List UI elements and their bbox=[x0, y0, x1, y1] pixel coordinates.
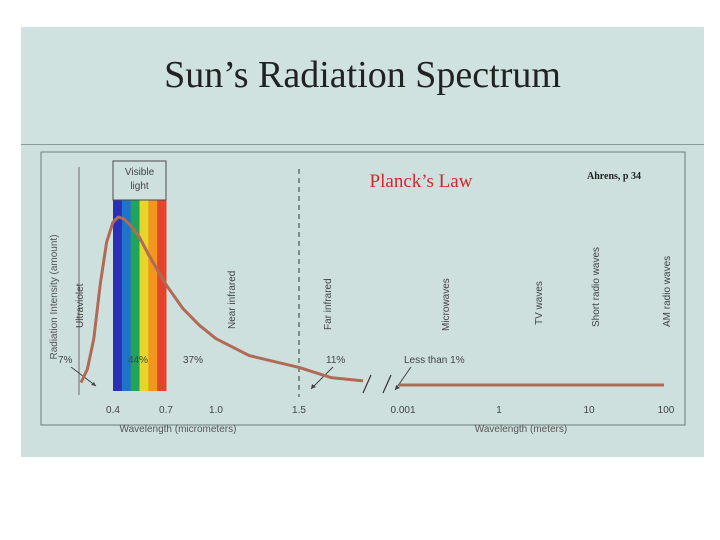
visible-light-box bbox=[112, 160, 167, 201]
x-axis-label-right: Wavelength (meters) bbox=[475, 424, 567, 435]
x-ticks-left: 0.4 0.7 1.0 1.5 bbox=[106, 405, 306, 416]
x-tick-label-left: 1.5 bbox=[292, 405, 306, 416]
spectrum-stripe bbox=[130, 200, 140, 391]
percent-far-infrared: 11% bbox=[326, 355, 345, 366]
y-axis-label: Radiation Intensity (amount) bbox=[49, 234, 60, 359]
planck-curve bbox=[79, 215, 364, 384]
slide-title: Sun’s Radiation Spectrum bbox=[164, 54, 561, 96]
spectrum-stripe bbox=[139, 200, 149, 391]
source-note: Ahrens, p 34 bbox=[587, 171, 641, 182]
region-far-infrared: Far infrared bbox=[323, 278, 334, 330]
spectrum-stripe bbox=[148, 200, 158, 391]
region-short-radio-waves: Short radio waves bbox=[591, 247, 602, 327]
x-tick-label-right: 100 bbox=[658, 405, 675, 416]
x-tick-label-right: 10 bbox=[583, 405, 595, 416]
arrow-far-infrared bbox=[310, 366, 334, 390]
axis-break-mark-1 bbox=[362, 374, 372, 394]
x-ticks-right: 0.001 1 10 100 bbox=[390, 405, 674, 416]
arrowhead-radio bbox=[395, 385, 400, 390]
visible-spectrum-band bbox=[113, 200, 167, 391]
percent-near-infrared: 37% bbox=[183, 355, 203, 366]
planck-law-label: Planck’s Law bbox=[370, 171, 473, 192]
x-tick-label-right: 0.001 bbox=[390, 405, 415, 416]
spectrum-chart: Radiation Intensity (amount) Visible lig… bbox=[40, 151, 686, 435]
visible-light-label-2: light bbox=[130, 181, 149, 192]
arrowhead-ultraviolet bbox=[91, 382, 96, 386]
x-tick-label-right: 1 bbox=[496, 405, 502, 416]
region-ultraviolet: Ultraviolet bbox=[75, 283, 86, 328]
percent-radio: Less than 1% bbox=[404, 355, 465, 366]
x-axis-label-left: Wavelength (micrometers) bbox=[120, 424, 237, 435]
spectrum-stripe bbox=[113, 200, 123, 391]
percent-visible: 44% bbox=[128, 355, 148, 366]
region-microwaves: Microwaves bbox=[441, 278, 452, 331]
chart-frame bbox=[40, 151, 686, 426]
x-tick-label-left: 0.4 bbox=[106, 405, 120, 416]
chart-panel: Radiation Intensity (amount) Visible lig… bbox=[21, 144, 704, 457]
arrowhead-far-infrared bbox=[311, 384, 316, 389]
axis-break-mark-2 bbox=[382, 374, 392, 394]
x-tick-label-left: 1.0 bbox=[209, 405, 223, 416]
x-tick-label-left: 0.7 bbox=[159, 405, 173, 416]
slide: Sun’s Radiation Spectrum Radiation Inten… bbox=[21, 27, 704, 457]
percent-ultraviolet: 7% bbox=[58, 355, 73, 366]
spectrum-stripe bbox=[121, 200, 132, 391]
visible-light-label-1: Visible bbox=[125, 167, 155, 178]
region-tv-waves: TV waves bbox=[534, 281, 545, 325]
spectrum-stripe bbox=[157, 200, 167, 391]
arrow-radio bbox=[394, 366, 412, 391]
region-am-radio-waves: AM radio waves bbox=[662, 256, 673, 327]
region-near-infrared: Near infrared bbox=[227, 271, 238, 329]
